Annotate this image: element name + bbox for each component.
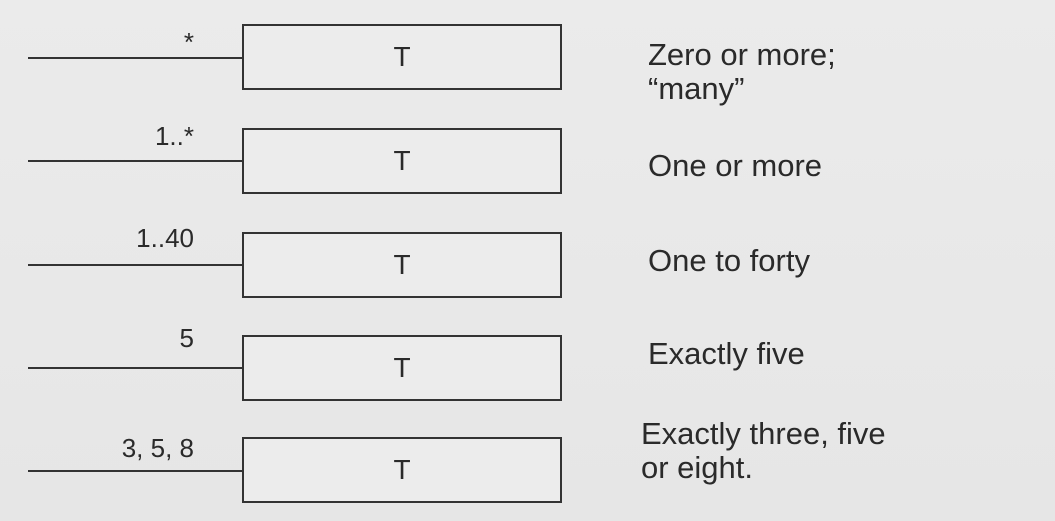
multiplicity-description: One or more	[648, 149, 822, 183]
class-name: T	[393, 145, 411, 176]
multiplicity-description: Zero or more; “many”	[648, 38, 836, 106]
association-line	[28, 160, 242, 162]
description-line: Zero or more;	[648, 37, 836, 72]
multiplicity-label: *	[183, 27, 194, 57]
multiplicity-label: 5	[179, 323, 194, 353]
association-line	[28, 367, 242, 369]
multiplicity-description: One to forty	[648, 244, 810, 278]
description-line: One or more	[648, 148, 823, 183]
class-name: T	[393, 249, 411, 280]
association-line	[28, 264, 242, 266]
multiplicity-label: 1..*	[154, 121, 194, 151]
class-box: T	[242, 24, 562, 90]
description-line: or eight.	[641, 450, 754, 485]
description-line: One to forty	[648, 243, 810, 278]
class-box: T	[242, 437, 562, 503]
class-name: T	[393, 41, 411, 72]
multiplicity-label: 1..40	[136, 223, 194, 253]
description-line: “many”	[648, 71, 745, 106]
class-name: T	[393, 454, 411, 485]
multiplicity-description: Exactly three, five or eight.	[641, 417, 886, 485]
class-name: T	[393, 352, 411, 383]
class-box: T	[242, 335, 562, 401]
class-box: T	[242, 128, 562, 194]
association-line	[28, 470, 242, 472]
multiplicity-description: Exactly five	[648, 337, 805, 371]
description-line: Exactly five	[648, 336, 805, 371]
multiplicity-label: 3, 5, 8	[121, 433, 194, 463]
class-box: T	[242, 232, 562, 298]
description-line: Exactly three, five	[641, 416, 886, 451]
association-line	[28, 57, 242, 59]
